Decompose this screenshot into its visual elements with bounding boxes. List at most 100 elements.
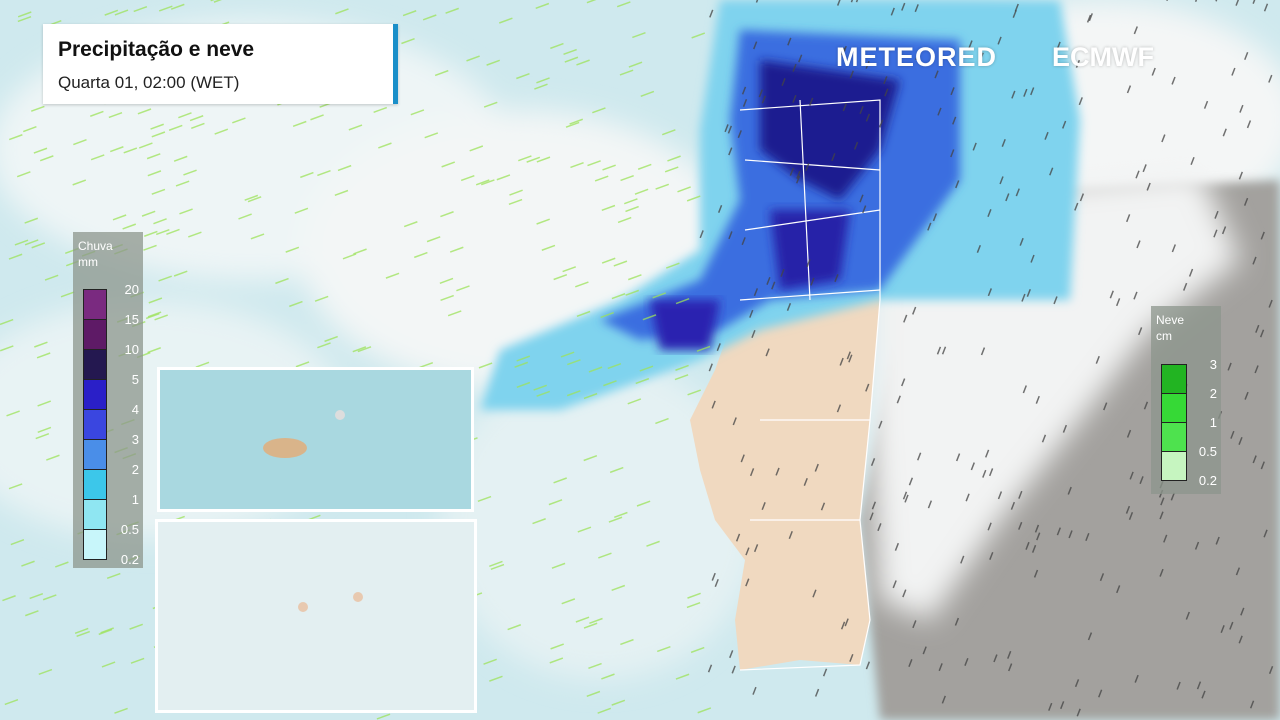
wind-arrow [247,196,262,203]
wind-arrow [902,491,908,500]
wind-arrow [553,477,567,484]
wind-arrow [1229,621,1234,630]
wind-arrow [441,161,456,168]
wind-arrow [927,500,933,509]
wind-arrow [619,69,634,76]
wind-arrow [565,121,580,128]
wind-arrow [17,15,32,23]
wind-arrow [1235,567,1241,576]
wind-arrow [1010,501,1016,510]
wind-arrow [483,658,497,665]
wind-arrow [1196,681,1202,690]
wind-arrow [765,348,770,357]
wind-arrow [687,592,701,599]
wind-arrow [1034,524,1040,533]
wind-arrow [950,149,955,158]
legend-swatch [83,409,107,440]
wind-arrow [8,134,23,141]
wind-arrow [787,37,792,46]
wind-arrow [292,120,307,127]
wind-arrow [806,259,811,268]
wind-arrow [941,346,947,355]
wind-arrow [988,468,994,477]
wind-arrow [972,142,977,151]
forecast-time: Quarta 01, 02:00 (WET) [58,73,240,92]
wind-arrow [426,236,441,243]
wind-arrow [1235,0,1240,6]
wind-arrow [106,572,121,580]
azores-inset[interactable] [155,519,477,713]
legend-swatch [83,469,107,500]
wind-arrow [101,661,116,668]
wind-arrow [964,657,969,666]
wind-arrow [1033,569,1039,578]
wind-arrow [987,209,992,218]
legend-label: 3 [131,432,139,447]
wind-arrow [960,555,965,564]
wind-arrow [378,142,392,149]
wind-arrow [1031,544,1037,553]
wind-arrow [608,516,623,523]
wind-arrow [646,540,660,547]
wind-arrow [337,164,352,172]
wind-arrow [1260,231,1265,240]
wind-arrow [997,491,1003,500]
wind-arrow [575,281,589,288]
wind-arrow [587,160,601,167]
wind-arrow [60,291,75,298]
wind-arrow [1018,490,1023,499]
wind-arrow [1053,296,1058,305]
wind-arrow [122,223,137,230]
wind-arrow [317,342,331,349]
wind-arrow [607,362,622,370]
legend-label: 2 [131,462,139,477]
wind-arrow [908,659,913,668]
wind-arrow [840,47,846,56]
wind-arrow [1030,254,1035,263]
wind-arrow [483,101,498,108]
wind-arrow [191,122,205,129]
wind-arrow [728,147,733,156]
wind-arrow [1048,702,1053,711]
wind-arrow [373,106,388,114]
wind-arrow [1098,689,1103,698]
wind-arrow [1194,0,1198,2]
wind-arrow [1062,424,1068,433]
wind-arrow [289,300,303,308]
wind-arrow [708,363,713,372]
wind-arrow [798,54,803,63]
wind-arrow [353,248,367,255]
wind-arrow [727,125,733,134]
wind-arrow [883,76,888,85]
legend-label: 20 [124,282,139,297]
wind-arrow [1007,650,1012,659]
wind-arrow [667,155,681,162]
wind-arrow [1075,59,1081,68]
wind-arrow [469,145,484,152]
madeira-inset[interactable] [157,367,474,512]
wind-arrow [1263,3,1269,12]
wind-arrow [114,707,128,714]
wind-arrow [908,477,914,486]
wind-arrow [613,260,628,267]
wind-arrow [1074,679,1080,688]
legend-swatch [1161,364,1187,394]
wind-arrow [697,707,712,714]
wind-arrow [1215,536,1220,545]
wind-arrow [317,169,331,177]
wind-arrow [664,166,679,173]
wind-arrow [401,37,415,45]
wind-arrow [625,205,639,213]
wind-arrow [1244,52,1249,61]
rain-legend-title: Chuva [78,239,113,253]
wind-arrow [938,663,943,672]
wind-arrow [859,194,864,203]
wind-arrow [627,398,642,405]
wind-arrow [600,311,615,319]
wind-arrow [133,5,148,13]
legend-label: 0.2 [120,552,139,567]
wind-arrow [214,128,229,135]
wind-arrow [904,494,909,503]
wind-arrow [1215,0,1218,2]
